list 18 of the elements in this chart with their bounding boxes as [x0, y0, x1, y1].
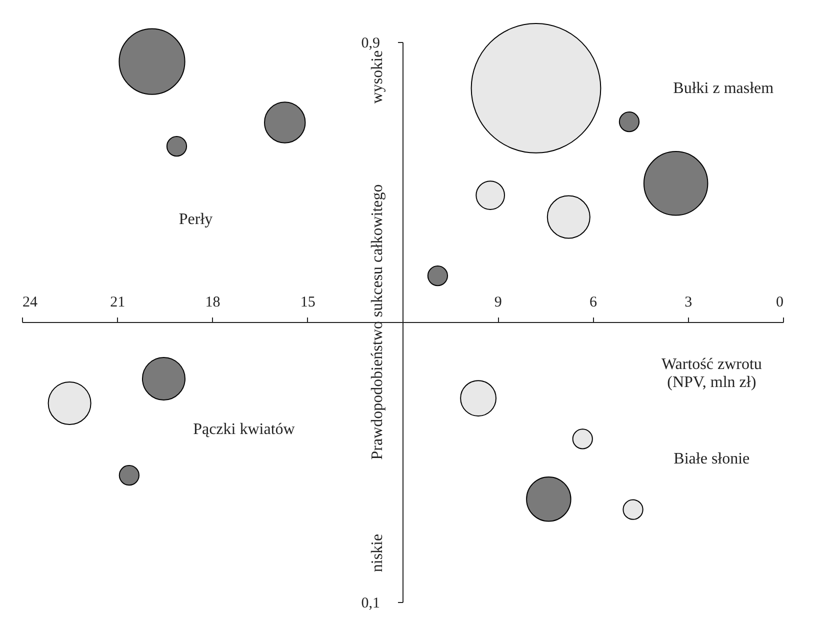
annotation: Perły	[178, 211, 213, 228]
x-tick-label: 24	[22, 294, 38, 310]
annotation: Białe słonie	[674, 450, 750, 468]
x-tick-label: 9	[494, 294, 502, 310]
x-tick-label: 0	[776, 294, 784, 310]
annotation: Bułki z masłem	[673, 80, 774, 98]
annotation: wysokie	[369, 50, 386, 104]
y-tick-label: 0,9	[361, 36, 380, 52]
annotation: niskie	[369, 534, 386, 572]
x-tick-label: 6	[590, 294, 598, 310]
x-tick-label: 15	[300, 294, 316, 310]
x-tick-label: 18	[205, 294, 220, 310]
x-tick-label: 3	[684, 294, 692, 310]
y-axis-title: Prawdopodobieństwo sukcesu całkowitego	[369, 184, 386, 460]
y-tick-label: 0,1	[361, 596, 380, 612]
annotation: Pączki kwiatów	[193, 421, 296, 438]
x-axis-title: Wartość zwrotu (NPV, mln zł)	[661, 356, 762, 391]
x-tick-label: 21	[110, 294, 126, 310]
